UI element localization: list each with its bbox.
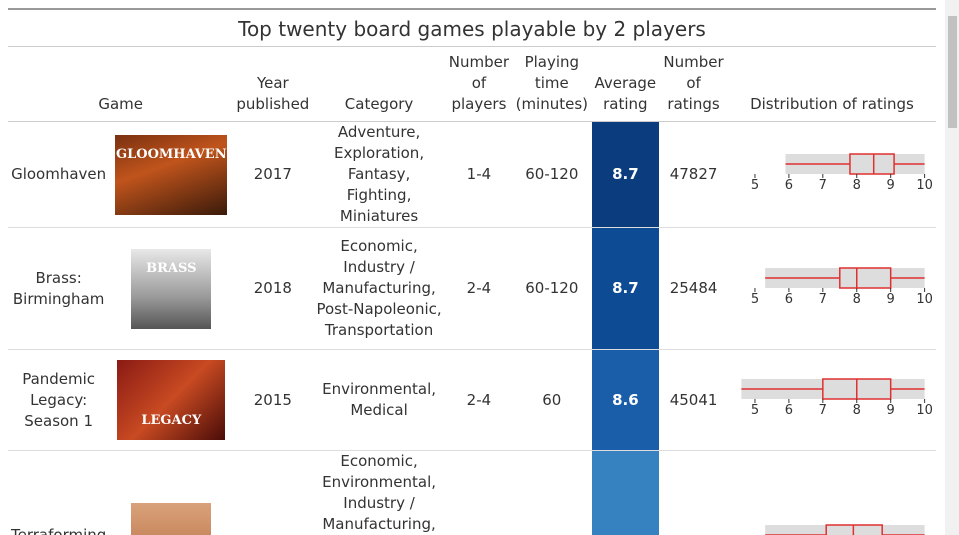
- game-name: Gloomhaven: [8, 121, 110, 228]
- tick-label: 8: [853, 292, 861, 307]
- average-rating: 8.6: [591, 349, 660, 451]
- distribution-plot: 5 6 7 8 9 10: [751, 266, 933, 307]
- image-text: BRASS: [146, 260, 197, 276]
- playing-time: 60-120: [512, 121, 592, 228]
- playing-time: 120: [512, 450, 592, 535]
- tick-label: 9: [887, 178, 895, 193]
- box: [849, 152, 895, 175]
- players: 1-5: [445, 450, 513, 535]
- ratings-spread: [741, 379, 925, 399]
- tick-label: 9: [887, 292, 895, 307]
- game-row: Gloomhaven GLOOMHAVEN 2017 Adventure, Explo…: [8, 121, 936, 228]
- category: Economic, Environmental, Industry / Manu…: [312, 450, 446, 535]
- game-image-cell: BRASS: [109, 227, 234, 350]
- table-body: Gloomhaven GLOOMHAVEN 2017 Adventure, Explo…: [8, 121, 936, 535]
- scrollbar[interactable]: [945, 0, 959, 535]
- tick-label: 10: [916, 178, 932, 193]
- game-row: Pandemic Legacy: Season 1 LEGACY 2015 Envir…: [8, 349, 936, 451]
- ratings-spread: [765, 524, 925, 535]
- header-row: Game Year published Category Number of play…: [8, 46, 936, 122]
- games-table: Top twenty board games playable by 2 pla…: [8, 8, 936, 535]
- column-header: Number of players: [445, 46, 513, 122]
- column-header: Category: [312, 46, 446, 122]
- distribution-plot: 5 6 7 8 9 10: [741, 378, 933, 418]
- category: Adventure, Exploration, Fantasy, Fightin…: [312, 121, 446, 228]
- game-name: Terraforming Mars: [8, 450, 110, 535]
- distribution-cell: 5 6 7 8 9 10: [727, 349, 936, 451]
- ratings-spread: [785, 153, 925, 174]
- playing-time: 60-120: [512, 227, 592, 350]
- box: [839, 266, 892, 289]
- average-rating: 8.4: [591, 450, 660, 535]
- number-of-ratings: 47827: [659, 121, 728, 228]
- year: 2017: [233, 121, 313, 228]
- image-text: LEGACY: [141, 413, 202, 428]
- column-header: Playing time (minutes): [512, 46, 592, 122]
- tick-label: 6: [785, 178, 793, 193]
- column-header: Number of ratings: [659, 46, 728, 122]
- category: Environmental, Medical: [312, 349, 446, 451]
- game-image: [131, 502, 212, 535]
- tick-label: 7: [819, 178, 827, 193]
- players: 2-4: [445, 349, 513, 451]
- average-rating: 8.7: [591, 227, 660, 350]
- tick-label: 10: [916, 403, 932, 418]
- number-of-ratings: 25484: [659, 227, 728, 350]
- tick-label: 9: [887, 403, 895, 418]
- game-name: Pandemic Legacy: Season 1: [8, 349, 110, 451]
- tick-label: 7: [819, 292, 827, 307]
- scrollbar-thumb[interactable]: [948, 16, 957, 128]
- number-of-ratings: 74216: [659, 450, 728, 535]
- tick-label: 6: [785, 292, 793, 307]
- distribution-cell: 5 6 7 8 9 10: [727, 121, 936, 228]
- tick-label: 5: [751, 292, 759, 307]
- ratings-spread: [765, 267, 925, 288]
- column-header: Average rating: [591, 46, 660, 122]
- tick-label: 7: [819, 403, 827, 418]
- average-rating: 8.7: [591, 121, 660, 228]
- category: Economic, Industry / Manufacturing, Post…: [312, 227, 446, 350]
- tick-label: 10: [916, 292, 932, 307]
- tick-label: 8: [853, 403, 861, 418]
- game-image: GLOOMHAVEN: [115, 134, 228, 215]
- column-header: Game: [8, 46, 234, 122]
- game-name: Brass: Birmingham: [8, 227, 110, 350]
- game-image: LEGACY: [117, 360, 226, 440]
- year: 2018: [233, 227, 313, 350]
- game-image-cell: [109, 450, 234, 535]
- players: 2-4: [445, 227, 513, 350]
- table-title: Top twenty board games playable by 2 pla…: [8, 8, 936, 46]
- year: 2016: [233, 450, 313, 535]
- distribution-cell: 5 6 7 8 9 10: [727, 227, 936, 350]
- number-of-ratings: 45041: [659, 349, 728, 451]
- tick-label: 5: [751, 178, 759, 193]
- game-row: Brass: Birmingham BRASS 2018 Economic, Indu…: [8, 227, 936, 350]
- game-image: BRASS: [131, 248, 212, 329]
- game-row: Terraforming Mars 2016Economic, Environme…: [8, 450, 936, 535]
- game-image-cell: LEGACY: [109, 349, 234, 451]
- tick-label: 8: [853, 178, 861, 193]
- players: 1-4: [445, 121, 513, 228]
- distribution-plot: 5 6 7 8 9 10: [751, 152, 933, 193]
- game-image-cell: GLOOMHAVEN: [109, 121, 234, 228]
- tick-label: 6: [785, 403, 793, 418]
- column-header: Year published: [233, 46, 313, 122]
- playing-time: 60: [512, 349, 592, 451]
- image-text: GLOOMHAVEN: [116, 146, 227, 162]
- tick-label: 5: [751, 403, 759, 418]
- column-header: Distribution of ratings: [727, 46, 936, 122]
- year: 2015: [233, 349, 313, 451]
